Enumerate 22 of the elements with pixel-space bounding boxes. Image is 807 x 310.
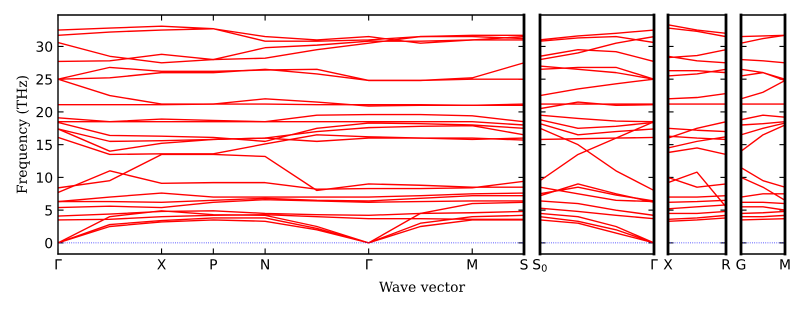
y-tick-label: 20 [36, 106, 52, 118]
y-tick-label: 10 [36, 172, 52, 183]
y-axis-title: Frequency (THz) [16, 76, 30, 194]
x-tick-label: N [261, 259, 269, 270]
x-tick-label: S [520, 259, 528, 270]
x-tick-label: P [210, 259, 218, 270]
x-tick-label: R [722, 259, 730, 270]
x-tick-label: Γ [651, 259, 658, 270]
x-tick-label: G [736, 259, 746, 270]
x-axis-title: Wave vector [378, 282, 466, 292]
x-tick-label: X [157, 259, 166, 270]
y-tick-label: 30 [36, 41, 52, 52]
x-tick-label: M [468, 259, 477, 270]
x-tick-label: Γ [55, 259, 62, 270]
y-tick-label: 25 [36, 74, 52, 85]
x-tick-label: Γ [366, 259, 372, 270]
x-tick-label: S$_{0}$ [533, 259, 547, 272]
y-tick-label: 15 [36, 140, 52, 150]
x-tick-label: M [780, 259, 790, 270]
y-tick-label: 5 [45, 205, 52, 216]
x-tick-label: X [664, 259, 672, 270]
y-tick-label: 0 [45, 238, 52, 248]
